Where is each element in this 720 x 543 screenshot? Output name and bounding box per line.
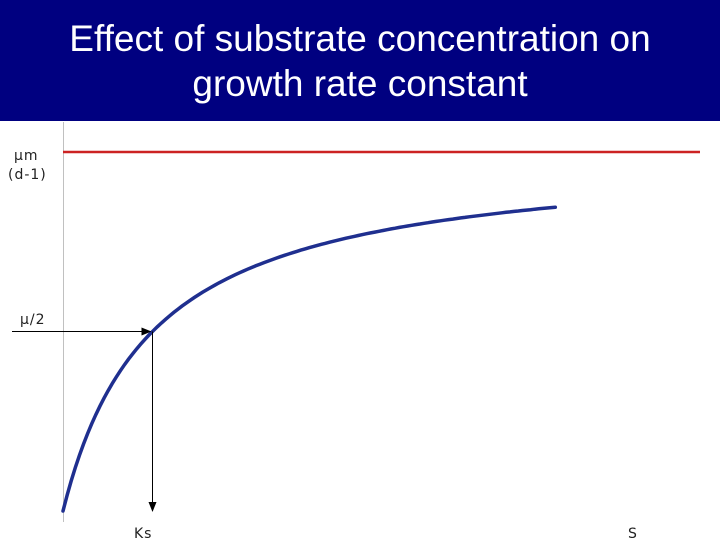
slide-title: Effect of substrate concentration on gro…	[69, 17, 651, 104]
title-band: Effect of substrate concentration on gro…	[0, 0, 720, 121]
y-axis-label-line1: µm	[14, 148, 39, 164]
plot-area	[63, 122, 720, 522]
x-axis-label: S	[628, 526, 638, 542]
half-max-label: µ/2	[20, 312, 46, 328]
y-axis-label-line2: (d-1)	[8, 167, 47, 183]
growth-curve	[61, 205, 558, 513]
ks-label: Ks	[134, 526, 153, 542]
